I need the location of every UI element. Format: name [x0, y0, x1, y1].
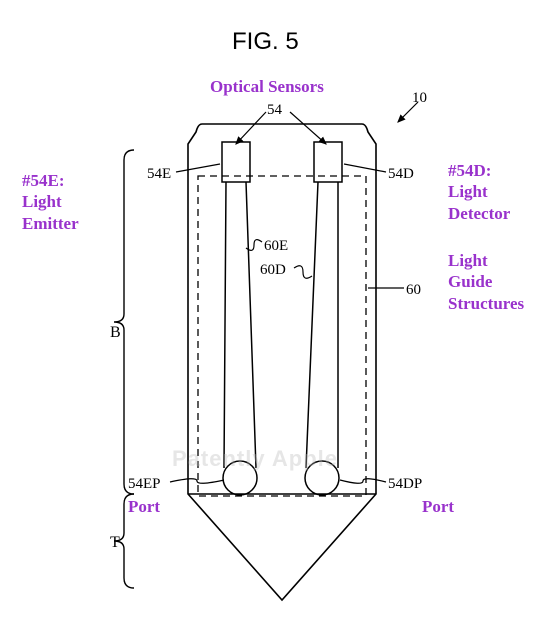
- label-54e-line2: Light: [22, 192, 62, 211]
- label-optical-sensors: Optical Sensors: [210, 76, 324, 97]
- ref-t: T: [110, 534, 120, 552]
- label-54e-line3: Emitter: [22, 214, 79, 233]
- figure-title: FIG. 5: [232, 28, 299, 56]
- label-54d-light-detector: #54D: Light Detector: [448, 160, 510, 224]
- label-lgs-line1: Light: [448, 251, 488, 270]
- ref-54dp: 54DP: [388, 476, 422, 493]
- label-54d-line1: #54D:: [448, 161, 491, 180]
- label-lgs-line3: Structures: [448, 294, 524, 313]
- ref-54: 54: [267, 102, 282, 119]
- label-lgs-line2: Guide: [448, 272, 492, 291]
- ref-54d: 54D: [388, 166, 414, 183]
- label-light-guide-structures: Light Guide Structures: [448, 250, 524, 314]
- label-port-right: Port: [422, 496, 454, 517]
- ref-10: 10: [412, 90, 427, 107]
- label-54e-light-emitter: #54E: Light Emitter: [22, 170, 79, 234]
- label-54e-line1: #54E:: [22, 171, 65, 190]
- label-54d-line2: Light: [448, 182, 488, 201]
- ref-54ep: 54EP: [128, 476, 161, 493]
- ref-b: B: [110, 324, 121, 342]
- label-54d-line3: Detector: [448, 204, 510, 223]
- ref-60: 60: [406, 282, 421, 299]
- label-port-left: Port: [128, 496, 160, 517]
- watermark-text: Patently Apple: [172, 446, 338, 472]
- ref-60e: 60E: [264, 238, 288, 255]
- ref-60d: 60D: [260, 262, 286, 279]
- ref-54e: 54E: [147, 166, 171, 183]
